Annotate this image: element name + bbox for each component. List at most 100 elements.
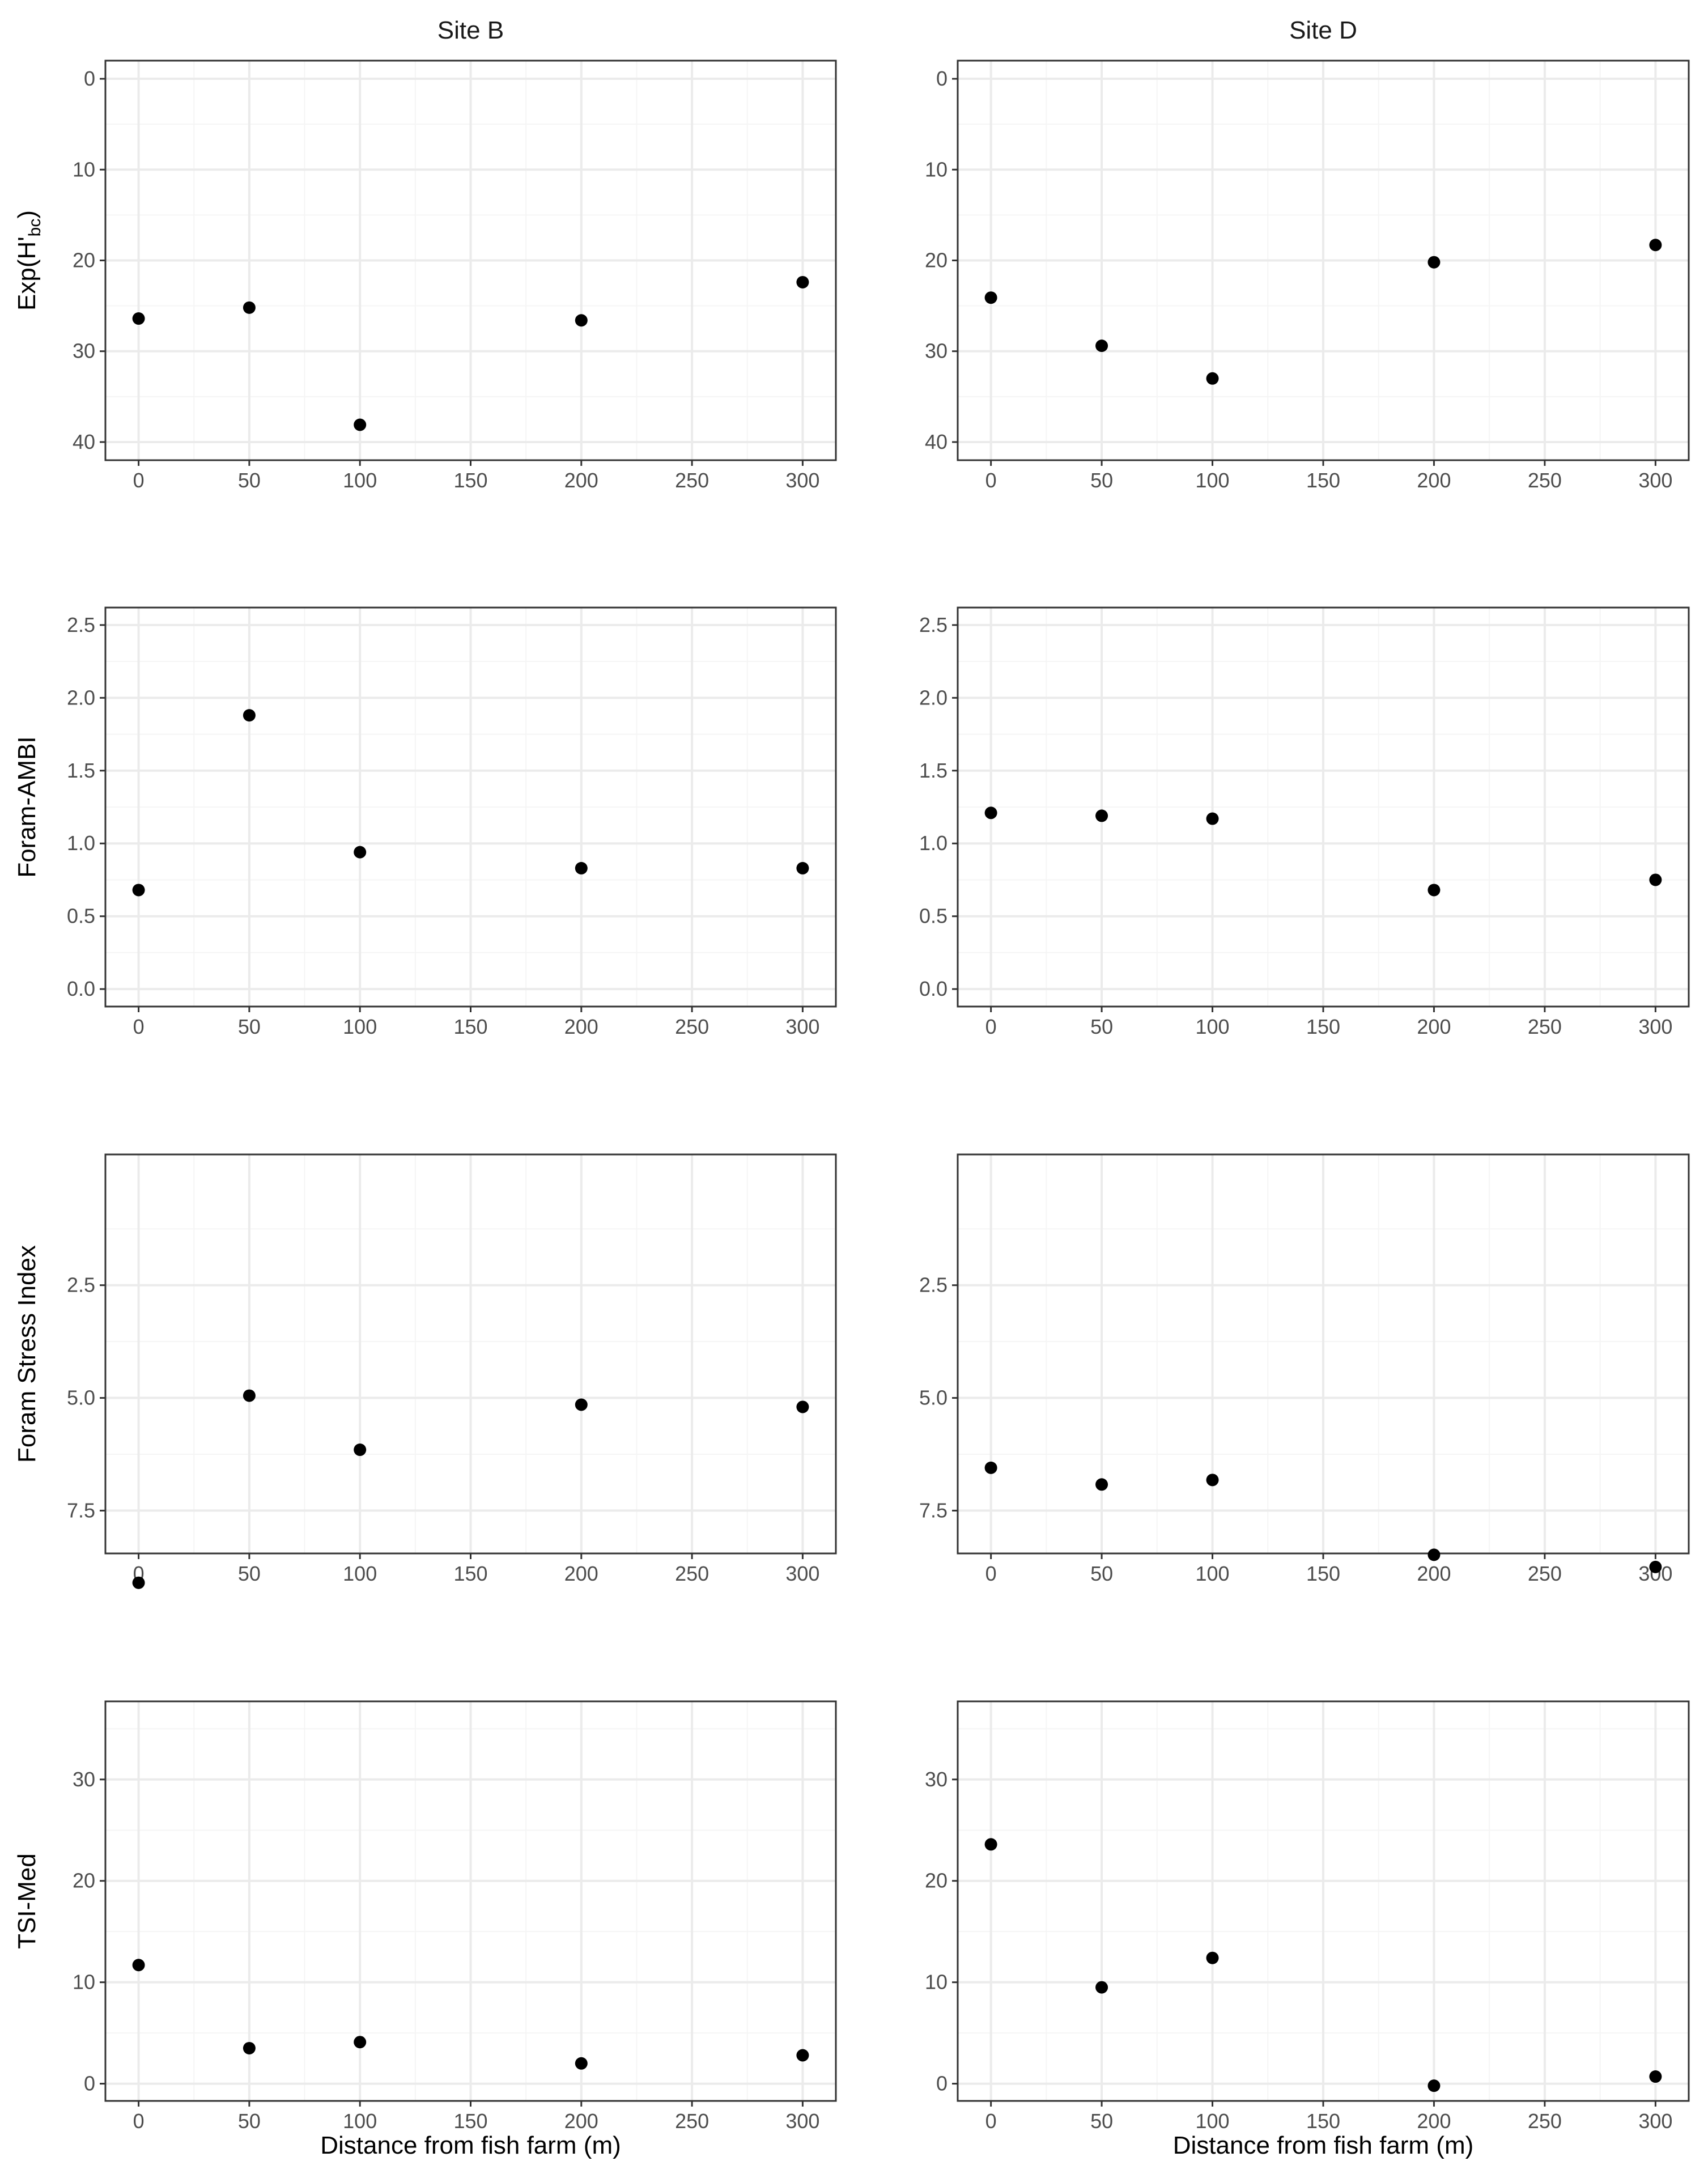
y-tick-label: 30 <box>73 1768 95 1791</box>
panel-row2-site-d: 0 50 100 150 200 250 300 0.0 0.5 1.0 1.5 2.0 2.5 <box>919 606 1690 1038</box>
y-tick-label: 30 <box>925 339 948 363</box>
data-point <box>354 846 367 859</box>
column-title-site-b: Site B <box>437 16 504 44</box>
y-tick-label: 10 <box>73 1971 95 1994</box>
x-tick-label: 100 <box>1196 469 1230 492</box>
data-point <box>575 861 588 874</box>
x-tick-label: 250 <box>675 1562 709 1585</box>
data-point <box>354 1443 367 1457</box>
data-point <box>1206 1474 1219 1487</box>
panel-border <box>957 1153 1690 1555</box>
x-tick-label: 50 <box>1090 1015 1113 1038</box>
data-point <box>575 1398 588 1411</box>
x-tick-label: 0 <box>985 1015 997 1038</box>
x-tick-label: 50 <box>238 1562 261 1585</box>
panel-border <box>104 1700 837 2102</box>
panel-border <box>957 60 1690 461</box>
data-point <box>796 275 809 288</box>
data-point <box>575 314 588 327</box>
y-tick-label: 20 <box>73 249 95 272</box>
y-tick-label: 10 <box>925 158 948 181</box>
x-tick-label: 200 <box>1417 1562 1451 1585</box>
y-tick-label: 0.0 <box>67 977 95 1000</box>
data-point <box>984 291 997 304</box>
y-tick-label: 20 <box>925 1869 948 1892</box>
x-tick-label: 100 <box>1196 1562 1230 1585</box>
panel-border <box>104 60 837 461</box>
y-tick-label: 2.0 <box>919 686 948 709</box>
panel-border <box>957 606 1690 1008</box>
data-point <box>796 2049 809 2062</box>
y-tick-label: 0.5 <box>67 905 95 928</box>
x-tick-label: 50 <box>238 2109 261 2133</box>
y-tick-label: 20 <box>73 1869 95 1892</box>
x-tick-label: 200 <box>564 1015 598 1038</box>
x-tick-label: 100 <box>343 1015 377 1038</box>
y-tick-label: 2.5 <box>919 1273 948 1297</box>
y-tick-label: 2.0 <box>67 686 95 709</box>
y-tick-label: 0 <box>84 67 95 90</box>
data-point <box>132 1959 145 1972</box>
x-tick-label: 0 <box>985 469 997 492</box>
y-tick-label: 40 <box>925 430 948 453</box>
data-point <box>1649 239 1662 252</box>
data-point <box>796 861 809 874</box>
y-tick-label: 1.0 <box>919 831 948 855</box>
x-tick-label: 250 <box>1528 469 1562 492</box>
y-tick-label: 0 <box>936 2072 948 2095</box>
y-axis-title-subscript: bc <box>26 219 44 237</box>
x-axis-title-site-b: Distance from fish farm (m) <box>320 2132 621 2159</box>
data-point <box>984 806 997 820</box>
y-axis-title-row-1: Exp(H'bc) <box>13 210 44 311</box>
y-tick-label: 10 <box>73 158 95 181</box>
data-point <box>575 2057 588 2070</box>
y-tick-label: 0 <box>936 67 948 90</box>
panel-border <box>104 606 837 1008</box>
x-tick-label: 50 <box>238 1015 261 1038</box>
panel-row2-site-b: 0 50 100 150 200 250 300 0.0 0.5 1.0 1.5 2.0 2.5 <box>67 606 837 1038</box>
x-tick-label: 50 <box>1090 469 1113 492</box>
x-tick-label: 250 <box>675 2109 709 2133</box>
x-tick-label: 300 <box>1638 2109 1672 2133</box>
x-tick-label: 300 <box>785 1562 819 1585</box>
panel-row4-site-d: 0 50 100 150 200 250 300 0 10 20 30 <box>925 1700 1690 2133</box>
x-tick-label: 300 <box>1638 469 1672 492</box>
y-tick-label: 2.5 <box>67 1273 95 1297</box>
x-tick-label: 300 <box>1638 1015 1672 1038</box>
data-point <box>243 2041 256 2054</box>
x-tick-label: 0 <box>985 1562 997 1585</box>
x-tick-label: 200 <box>1417 469 1451 492</box>
y-tick-label: 7.5 <box>67 1498 95 1522</box>
y-axis-title-end: ) <box>13 210 41 219</box>
x-tick-label: 100 <box>1196 2109 1230 2133</box>
data-point <box>1649 2070 1662 2083</box>
x-tick-label: 150 <box>453 469 487 492</box>
x-tick-label: 300 <box>785 1015 819 1038</box>
x-tick-label: 200 <box>1417 1015 1451 1038</box>
data-point <box>354 2036 367 2049</box>
y-tick-label: 30 <box>925 1768 948 1791</box>
x-tick-label: 300 <box>785 469 819 492</box>
data-point <box>1427 1548 1441 1561</box>
data-point <box>1649 873 1662 886</box>
y-tick-label: 7.5 <box>919 1498 948 1522</box>
data-point <box>1206 812 1219 825</box>
column-title-site-d: Site D <box>1289 16 1357 44</box>
y-axis-title-row-3: Foram Stress Index <box>13 1245 41 1463</box>
x-tick-label: 50 <box>238 469 261 492</box>
data-point <box>243 709 256 722</box>
x-tick-label: 100 <box>343 1562 377 1585</box>
x-tick-label: 150 <box>453 1015 487 1038</box>
x-tick-label: 50 <box>1090 1562 1113 1585</box>
data-point <box>354 418 367 431</box>
data-point <box>243 1389 256 1402</box>
y-tick-label: 5.0 <box>67 1386 95 1409</box>
y-tick-label: 10 <box>925 1971 948 1994</box>
x-tick-label: 0 <box>133 1015 145 1038</box>
panel-row1-site-d: 0 50 100 150 200 250 300 0 10 20 30 40 <box>925 60 1690 492</box>
x-tick-label: 200 <box>564 469 598 492</box>
x-tick-label: 0 <box>133 2109 145 2133</box>
x-tick-label: 150 <box>1306 2109 1340 2133</box>
y-tick-label: 1.5 <box>67 759 95 782</box>
